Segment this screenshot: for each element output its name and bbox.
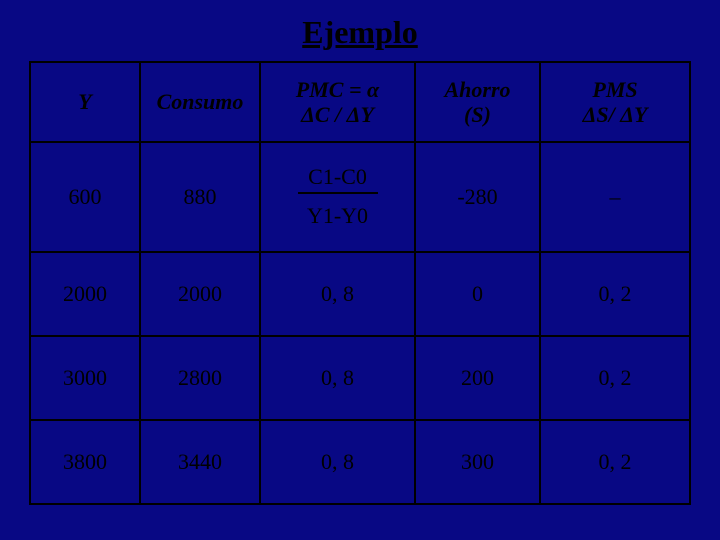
cell-pms: 0, 2	[540, 336, 690, 420]
cell-y: 3800	[30, 420, 140, 504]
cell-ahorro: -280	[415, 142, 540, 252]
pmc-denominator: Y1-Y0	[298, 202, 378, 227]
col-header-label: Ahorro	[420, 77, 535, 102]
col-header-consumo: Consumo	[140, 62, 260, 142]
col-header-pms: PMS ΔS/ ΔY	[540, 62, 690, 142]
col-header-sublabel: ΔC / ΔY	[265, 102, 410, 127]
table-row: 600 880 C1-C0 Y1-Y0 -280 –	[30, 142, 690, 252]
cell-consumo: 880	[140, 142, 260, 252]
cell-pmc: 0, 8	[260, 336, 415, 420]
cell-consumo: 2000	[140, 252, 260, 336]
cell-ahorro: 200	[415, 336, 540, 420]
cell-y: 600	[30, 142, 140, 252]
col-header-sublabel: ΔS/ ΔY	[545, 102, 685, 127]
fraction-bar	[298, 192, 378, 194]
col-header-label: Consumo	[145, 89, 255, 114]
col-header-ahorro: Ahorro (S)	[415, 62, 540, 142]
cell-pmc: 0, 8	[260, 252, 415, 336]
cell-consumo: 3440	[140, 420, 260, 504]
col-header-label: Y	[35, 89, 135, 114]
col-header-label: PMC = α	[265, 77, 410, 102]
cell-pms: 0, 2	[540, 420, 690, 504]
cell-pms: 0, 2	[540, 252, 690, 336]
pmc-numerator: C1-C0	[298, 165, 378, 188]
col-header-y: Y	[30, 62, 140, 142]
cell-ahorro: 300	[415, 420, 540, 504]
table-row: 3000 2800 0, 8 200 0, 2	[30, 336, 690, 420]
cell-ahorro: 0	[415, 252, 540, 336]
cell-y: 3000	[30, 336, 140, 420]
col-header-pmc: PMC = α ΔC / ΔY	[260, 62, 415, 142]
col-header-sublabel: (S)	[420, 102, 535, 127]
col-header-label: PMS	[545, 77, 685, 102]
table-header-row: Y Consumo PMC = α ΔC / ΔY Ahorro (S) PMS…	[30, 62, 690, 142]
cell-consumo: 2800	[140, 336, 260, 420]
table-row: 2000 2000 0, 8 0 0, 2	[30, 252, 690, 336]
page-title: Ejemplo	[0, 0, 720, 61]
cell-pmc: C1-C0 Y1-Y0	[260, 142, 415, 252]
cell-pms: –	[540, 142, 690, 252]
cell-y: 2000	[30, 252, 140, 336]
cell-pmc: 0, 8	[260, 420, 415, 504]
pmc-fraction: C1-C0 Y1-Y0	[298, 165, 378, 226]
table-row: 3800 3440 0, 8 300 0, 2	[30, 420, 690, 504]
example-table: Y Consumo PMC = α ΔC / ΔY Ahorro (S) PMS…	[29, 61, 691, 505]
